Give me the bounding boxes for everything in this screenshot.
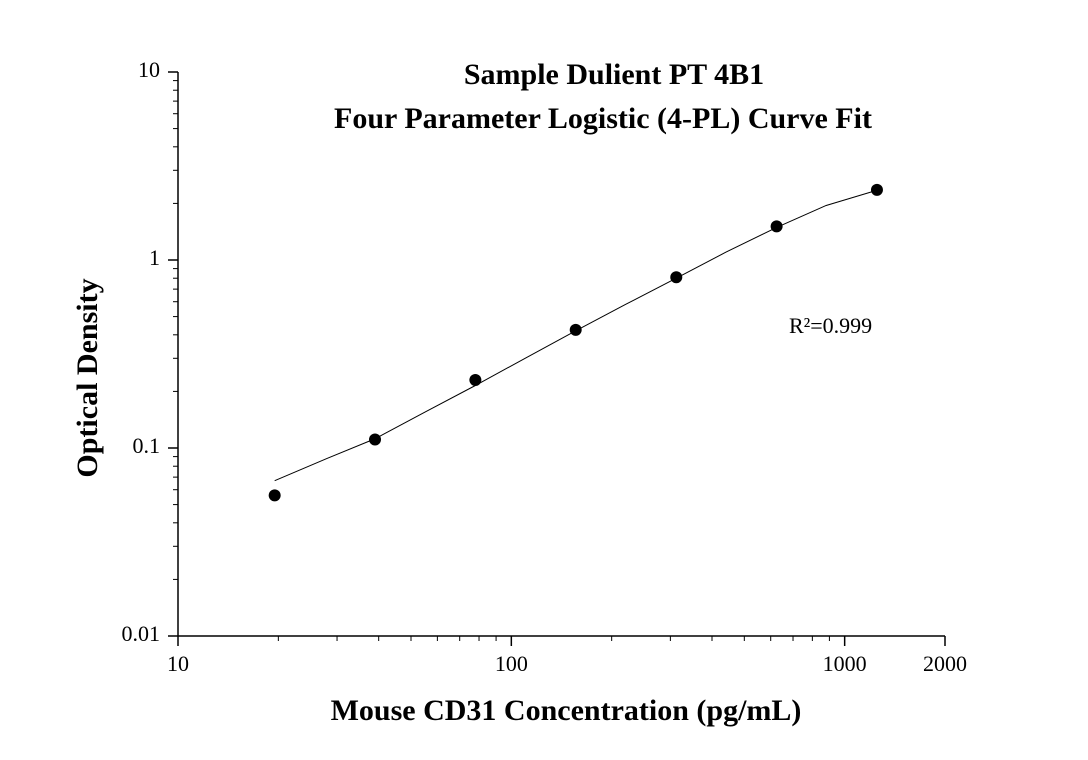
x-tick-label: 1000 [823, 651, 867, 676]
y-tick-label: 0.1 [133, 433, 161, 458]
data-point [770, 220, 783, 233]
data-point [469, 373, 482, 386]
x-tick-label: 10 [167, 651, 189, 676]
x-tick-label: 2000 [923, 651, 967, 676]
y-axis-label: Optical Density [71, 278, 104, 477]
data-point [870, 183, 883, 196]
chart-subtitle: Four Parameter Logistic (4-PL) Curve Fit [334, 102, 872, 135]
y-tick-label: 1 [149, 245, 160, 270]
data-point [369, 433, 382, 446]
annotation: R²=0.999 [789, 313, 872, 338]
x-axis-label: Mouse CD31 Concentration (pg/mL) [331, 694, 802, 727]
data-point [670, 271, 683, 284]
y-tick-label: 0.01 [122, 621, 161, 646]
data-point [268, 489, 281, 502]
y-tick-label: 10 [138, 57, 160, 82]
data-point [569, 323, 582, 336]
fit-curve [274, 189, 878, 482]
x-tick-label: 100 [495, 651, 528, 676]
chart-title: Sample Dulient PT 4B1 [464, 58, 764, 91]
